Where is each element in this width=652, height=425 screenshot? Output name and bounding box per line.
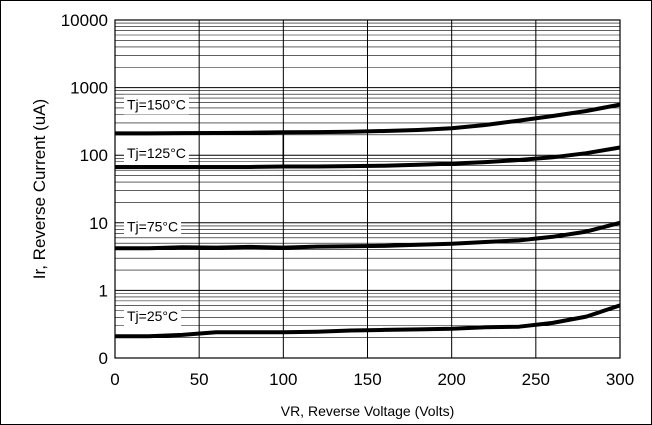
y-tick-label: 10000 (61, 11, 108, 30)
series-label: Tj=25°C (124, 306, 182, 327)
tick-labels: 0 1 10 100 1000 10000 0 50 100 150 200 250 300 (61, 11, 634, 389)
x-tick-label: 0 (110, 370, 119, 389)
series-label-text: Tj=25°C (127, 308, 178, 324)
y-tick-label: 100 (80, 146, 108, 165)
x-tick-label: 200 (437, 370, 465, 389)
series-label-text: Tj=75°C (127, 218, 178, 234)
plot-area-border (114, 19, 621, 359)
series-line (115, 220, 621, 251)
series-label-background (124, 306, 182, 327)
x-tick-label: 150 (353, 370, 381, 389)
series-label: Tj=150°C (124, 94, 189, 115)
series-line (115, 303, 621, 339)
y-tick-label: 10 (89, 214, 108, 233)
y-tick-label: 1000 (70, 79, 108, 98)
y-tick-label: 1 (99, 281, 108, 300)
x-axis-label: VR, Reverse Voltage (Volts) (281, 403, 455, 419)
series-labels: Tj=150°C Tj=125°C Tj=75°C Tj=25°C (124, 94, 189, 327)
x-tick-label: 300 (606, 370, 634, 389)
y-tick-label: 0 (99, 349, 108, 368)
series-label: Tj=75°C (124, 216, 182, 237)
x-tick-label: 50 (190, 370, 209, 389)
series-label-background (124, 142, 189, 163)
series-label-background (124, 94, 189, 115)
series-label-text: Tj=125°C (127, 145, 186, 161)
major-gridlines (114, 19, 621, 359)
x-tick-label: 100 (269, 370, 297, 389)
annotation-bracket (115, 132, 285, 168)
series-line (115, 102, 621, 136)
series-label: Tj=125°C (124, 142, 189, 163)
x-tick-label: 250 (522, 370, 550, 389)
y-axis-label: Ir, Reverse Current (uA) (30, 99, 49, 279)
data-series (115, 102, 621, 339)
series-label-text: Tj=150°C (127, 96, 186, 112)
series-label-background (124, 216, 182, 237)
